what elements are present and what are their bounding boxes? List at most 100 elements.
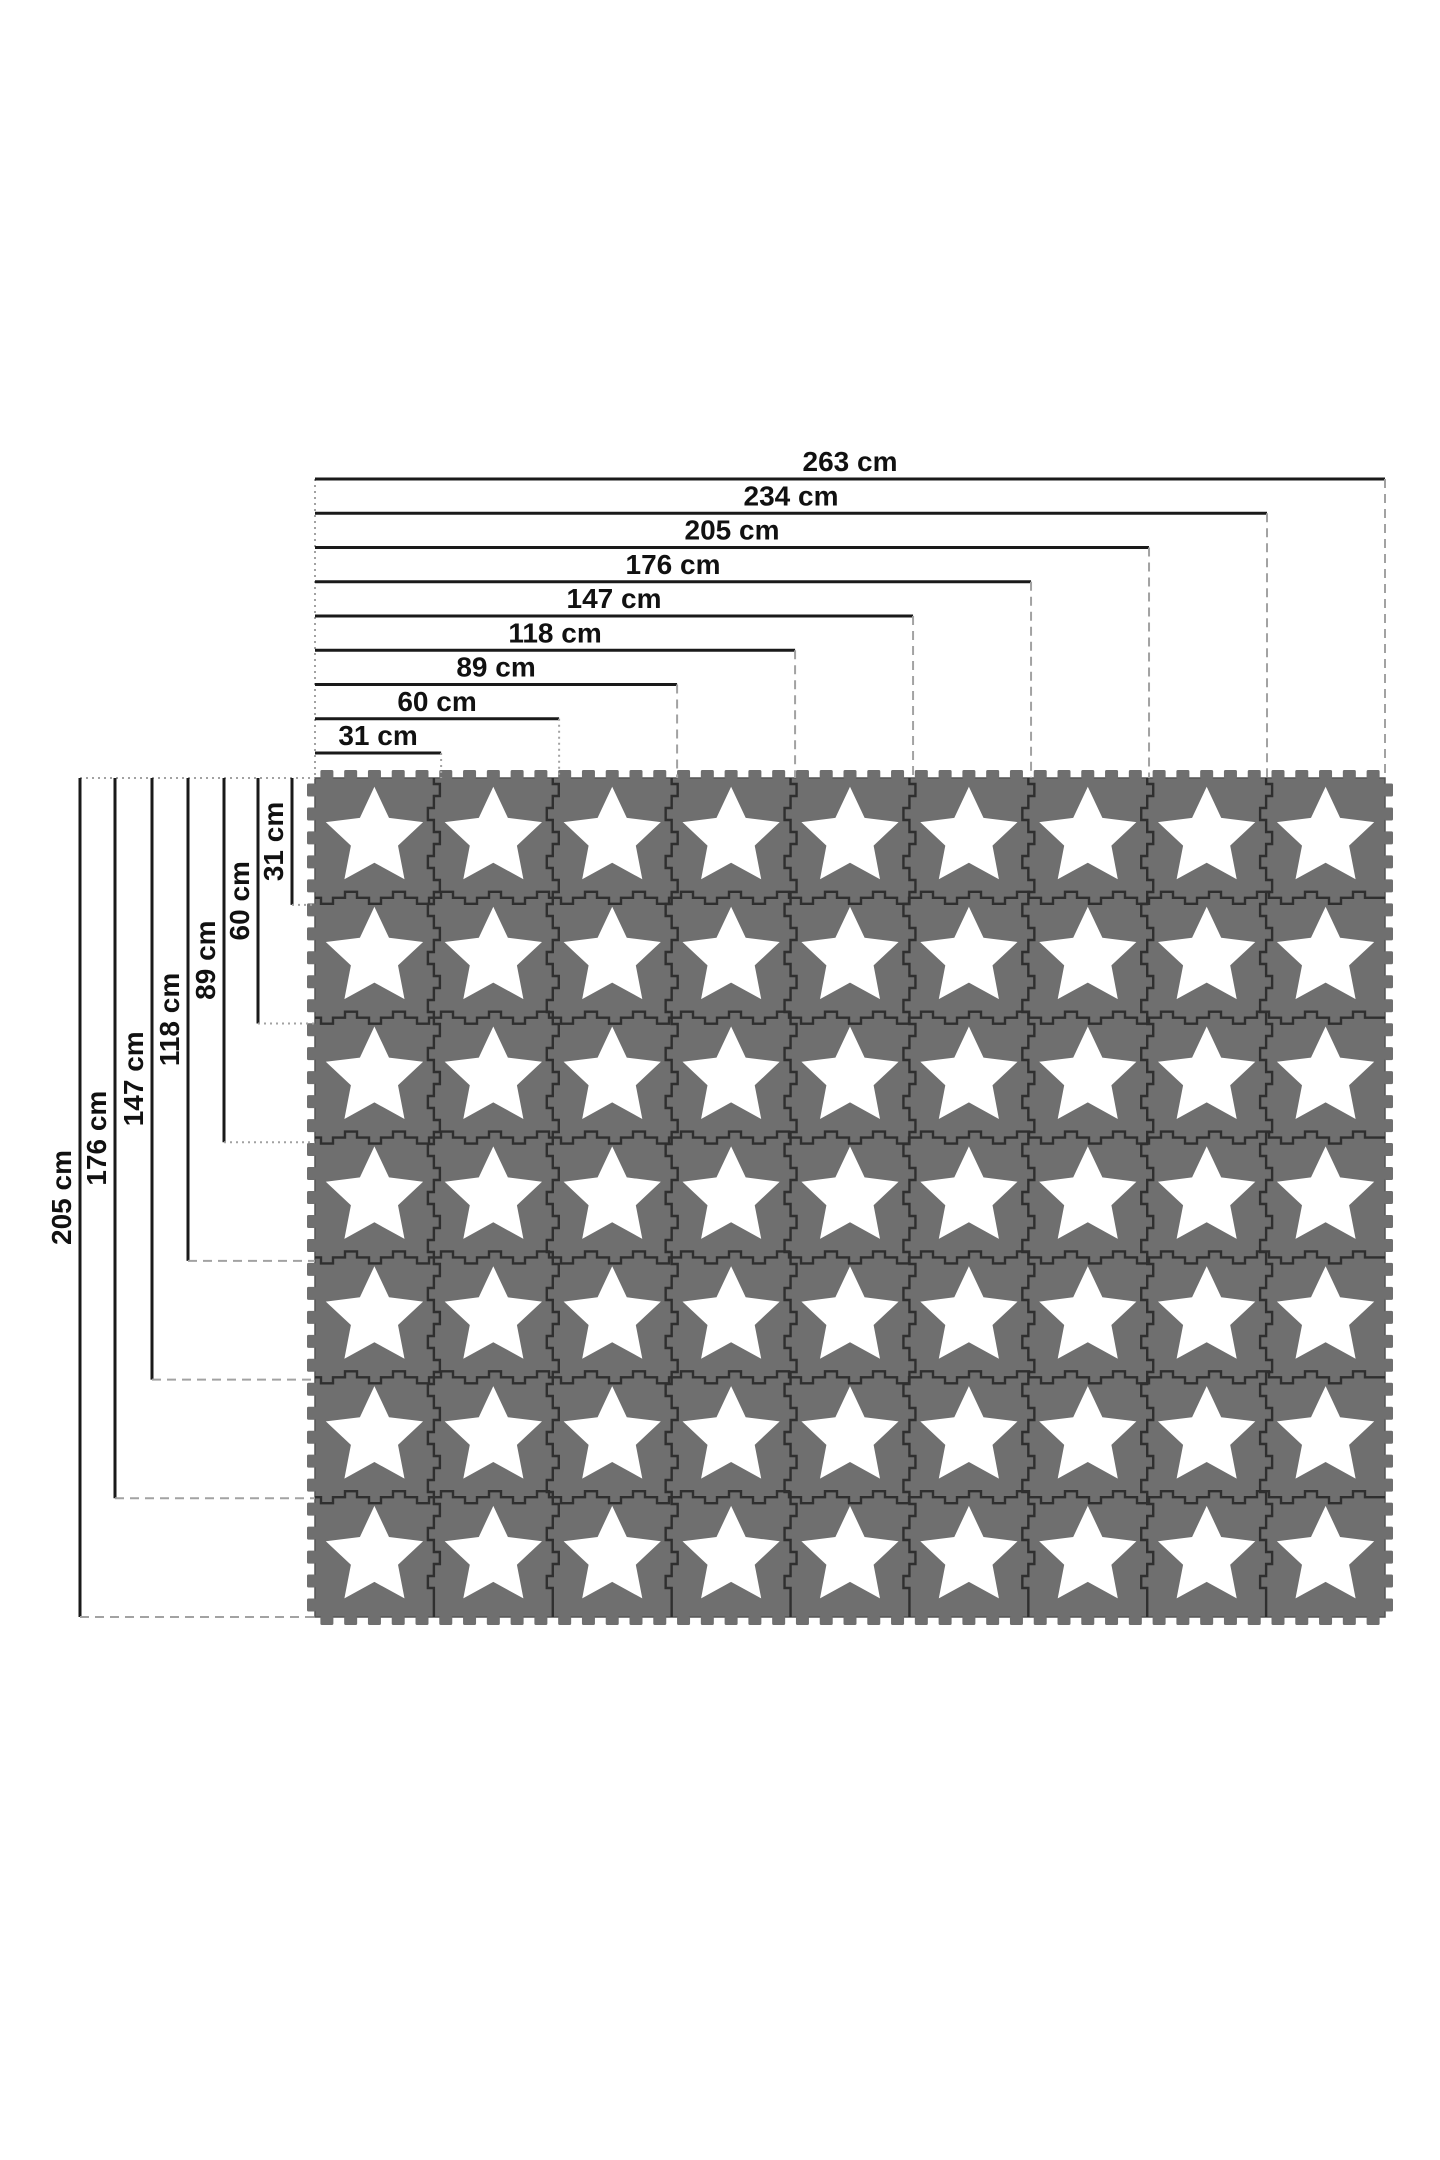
star-icon bbox=[444, 1386, 542, 1479]
edge-tab bbox=[307, 879, 316, 893]
edge-tab bbox=[307, 1143, 316, 1157]
edge-tab bbox=[1247, 1616, 1261, 1625]
edge-tab bbox=[367, 770, 381, 779]
star-icon bbox=[682, 1386, 780, 1479]
star-icon bbox=[325, 906, 424, 1000]
star-icon bbox=[444, 1026, 542, 1119]
edge-tab bbox=[463, 1616, 477, 1625]
edge-tab bbox=[1384, 1358, 1393, 1372]
star-icon bbox=[1039, 1386, 1137, 1479]
edge-tab bbox=[1384, 1047, 1393, 1061]
edge-tab bbox=[1384, 999, 1393, 1013]
edge-tab bbox=[1384, 855, 1393, 869]
edge-tab bbox=[1009, 1616, 1023, 1625]
dimension-label-234cm: 234 cm bbox=[744, 480, 839, 511]
edge-tab bbox=[320, 770, 334, 779]
edge-tab bbox=[772, 770, 786, 779]
star-icon bbox=[325, 1026, 424, 1119]
edge-tab bbox=[581, 1616, 595, 1625]
edge-tab bbox=[1384, 1334, 1393, 1348]
star-icon bbox=[1039, 786, 1137, 880]
edge-tab bbox=[307, 1526, 316, 1540]
star-icon bbox=[1276, 1505, 1375, 1599]
edge-tab bbox=[307, 1167, 316, 1181]
edge-tab bbox=[391, 1616, 405, 1625]
star-icon bbox=[801, 1266, 899, 1359]
edge-tab bbox=[1033, 1616, 1047, 1625]
edge-tab bbox=[1247, 770, 1261, 779]
tile-seam bbox=[1021, 778, 1036, 1617]
dimension-label-60cm-vertical: 60 cm bbox=[224, 861, 255, 940]
dimension-label-89cm: 89 cm bbox=[456, 652, 535, 683]
edge-tab bbox=[1342, 1616, 1356, 1625]
edge-tab bbox=[1152, 770, 1166, 779]
edge-tab bbox=[307, 951, 316, 965]
tile-seam bbox=[1258, 778, 1274, 1617]
edge-tab bbox=[1366, 770, 1380, 779]
edge-tab bbox=[1366, 1616, 1380, 1625]
edge-tab bbox=[415, 1616, 429, 1625]
edge-tab bbox=[307, 1478, 316, 1492]
edge-tab bbox=[1384, 1286, 1393, 1300]
star-icon bbox=[1158, 1026, 1256, 1119]
star-icon bbox=[1158, 786, 1256, 880]
edge-tab bbox=[1384, 807, 1393, 821]
star-icon bbox=[682, 1146, 780, 1239]
dimension-label-118cm: 118 cm bbox=[508, 617, 601, 648]
star-icon bbox=[1039, 906, 1137, 1000]
dimension-label-60cm: 60 cm bbox=[397, 686, 476, 717]
edge-tab bbox=[1105, 770, 1119, 779]
star-icon bbox=[1158, 1266, 1256, 1359]
edge-tab bbox=[986, 770, 1000, 779]
edge-tab bbox=[307, 1550, 316, 1564]
star-icon bbox=[801, 1505, 899, 1599]
star-icon bbox=[1039, 1266, 1137, 1359]
star-icon bbox=[801, 1386, 899, 1479]
dimension-label-31cm-vertical: 31 cm bbox=[258, 802, 289, 881]
star-icon bbox=[801, 1026, 899, 1119]
star-icon bbox=[444, 1505, 542, 1599]
edge-tab bbox=[867, 770, 881, 779]
edge-tab bbox=[1384, 1406, 1393, 1420]
tile-seam bbox=[664, 778, 679, 1617]
edge-tab bbox=[307, 1286, 316, 1300]
edge-tab bbox=[1384, 1262, 1393, 1276]
edge-tab bbox=[1176, 1616, 1190, 1625]
edge-tab bbox=[1033, 770, 1047, 779]
edge-tab bbox=[1384, 783, 1393, 797]
edge-tab bbox=[748, 1616, 762, 1625]
edge-tab bbox=[914, 1616, 928, 1625]
edge-tab bbox=[1384, 1167, 1393, 1181]
edge-tab bbox=[307, 1214, 316, 1228]
star-icon bbox=[801, 906, 899, 1000]
star-icon bbox=[682, 906, 780, 1000]
edge-tab bbox=[1384, 1574, 1393, 1588]
star-icon bbox=[920, 1026, 1018, 1119]
edge-tab bbox=[1384, 1310, 1393, 1324]
edge-tab bbox=[534, 770, 548, 779]
edge-tab bbox=[1384, 1454, 1393, 1468]
star-icon bbox=[1276, 1266, 1375, 1359]
edge-tab bbox=[1319, 770, 1333, 779]
edge-tab bbox=[307, 831, 316, 845]
edge-tab bbox=[1384, 1214, 1393, 1228]
edge-tab bbox=[1384, 1430, 1393, 1444]
star-icon bbox=[682, 1505, 780, 1599]
edge-tab bbox=[307, 999, 316, 1013]
edge-tab bbox=[891, 1616, 905, 1625]
star-icon bbox=[325, 1146, 424, 1239]
mat-stars bbox=[325, 786, 1375, 1599]
edge-tab bbox=[1295, 770, 1309, 779]
edge-tab bbox=[1384, 1526, 1393, 1540]
edge-tab bbox=[629, 770, 643, 779]
edge-tab bbox=[344, 770, 358, 779]
dimension-label-263cm: 263 cm bbox=[803, 446, 898, 477]
edge-tab bbox=[724, 1616, 738, 1625]
edge-tab bbox=[605, 770, 619, 779]
edge-tab bbox=[1319, 1616, 1333, 1625]
edge-tab bbox=[1009, 770, 1023, 779]
